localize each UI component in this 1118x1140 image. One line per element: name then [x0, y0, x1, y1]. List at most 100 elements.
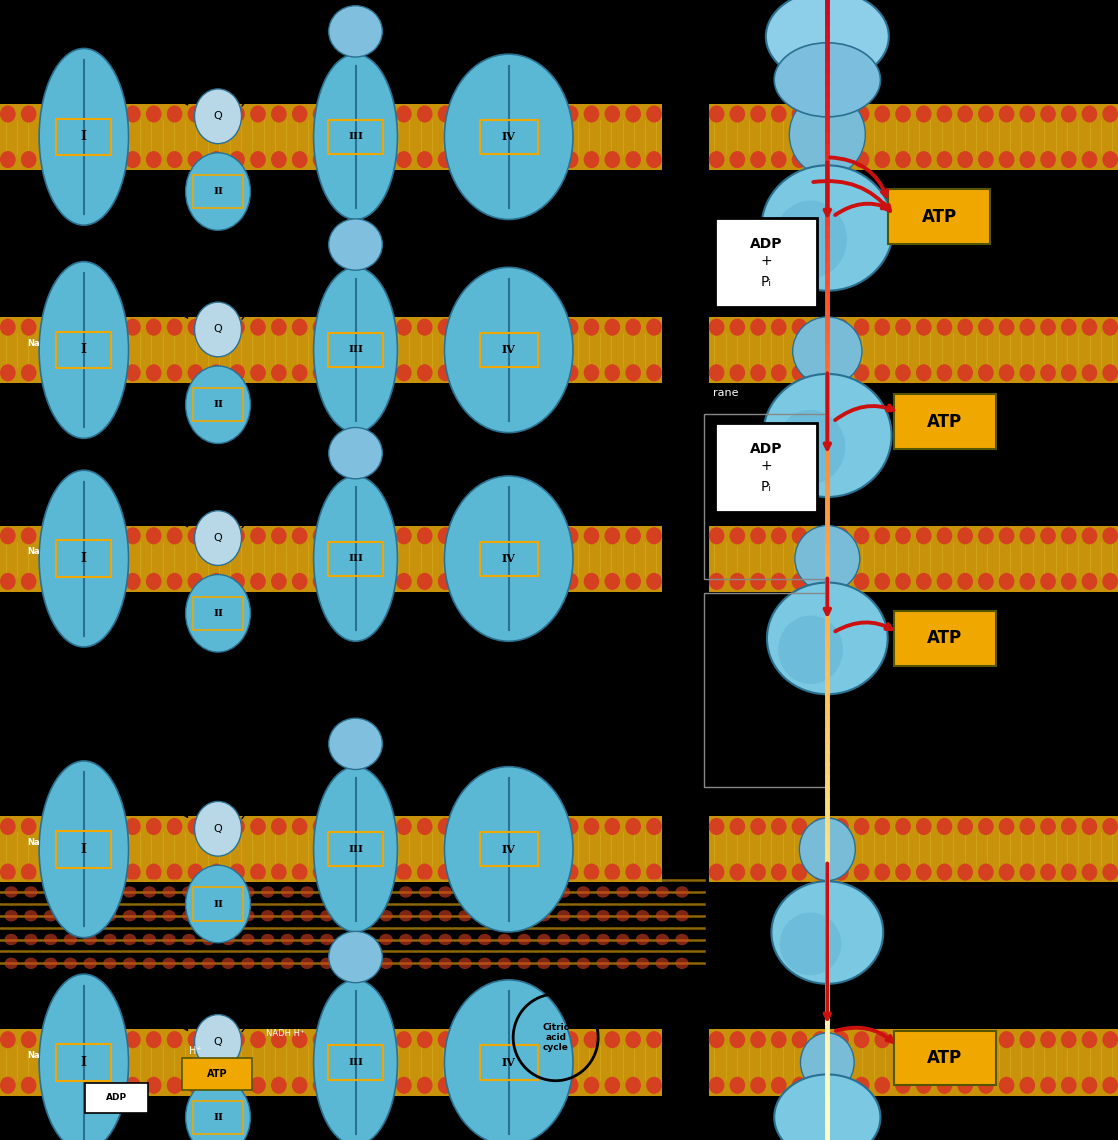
Ellipse shape — [208, 1031, 224, 1049]
Ellipse shape — [354, 106, 370, 123]
Ellipse shape — [458, 106, 474, 123]
Ellipse shape — [396, 365, 411, 381]
Ellipse shape — [1061, 319, 1077, 335]
Ellipse shape — [195, 302, 241, 357]
Ellipse shape — [417, 106, 433, 123]
Text: Na: Na — [27, 339, 40, 348]
Ellipse shape — [186, 366, 250, 443]
Ellipse shape — [320, 886, 333, 897]
Ellipse shape — [340, 958, 353, 969]
Ellipse shape — [39, 261, 129, 439]
Ellipse shape — [1081, 1076, 1097, 1094]
Ellipse shape — [0, 527, 16, 544]
Ellipse shape — [143, 886, 157, 897]
Ellipse shape — [146, 527, 162, 544]
Ellipse shape — [84, 864, 100, 880]
Ellipse shape — [208, 319, 224, 335]
Ellipse shape — [167, 819, 182, 834]
Ellipse shape — [41, 819, 57, 834]
Ellipse shape — [874, 819, 890, 834]
Ellipse shape — [1102, 572, 1118, 589]
Ellipse shape — [458, 1031, 474, 1049]
Ellipse shape — [518, 886, 531, 897]
Text: +: + — [760, 459, 771, 473]
Ellipse shape — [521, 1031, 537, 1049]
Ellipse shape — [771, 864, 787, 880]
Ellipse shape — [271, 572, 286, 589]
Ellipse shape — [208, 864, 224, 880]
Ellipse shape — [162, 958, 176, 969]
Ellipse shape — [896, 1031, 911, 1049]
Ellipse shape — [625, 864, 641, 880]
Ellipse shape — [937, 527, 953, 544]
Ellipse shape — [379, 934, 392, 945]
Text: Na: Na — [27, 547, 40, 556]
Ellipse shape — [292, 819, 307, 834]
Ellipse shape — [417, 572, 433, 589]
Ellipse shape — [750, 106, 766, 123]
Ellipse shape — [396, 152, 411, 168]
Ellipse shape — [271, 365, 286, 381]
Ellipse shape — [188, 527, 203, 544]
Ellipse shape — [376, 572, 391, 589]
Ellipse shape — [333, 527, 349, 544]
Ellipse shape — [84, 958, 97, 969]
Ellipse shape — [646, 106, 662, 123]
Ellipse shape — [562, 864, 578, 880]
Ellipse shape — [774, 42, 881, 116]
Ellipse shape — [616, 886, 629, 897]
Ellipse shape — [874, 1031, 890, 1049]
Ellipse shape — [438, 527, 454, 544]
Ellipse shape — [625, 152, 641, 168]
Ellipse shape — [146, 106, 162, 123]
Ellipse shape — [208, 572, 224, 589]
Bar — [709, 1029, 1118, 1096]
Ellipse shape — [21, 1031, 37, 1049]
Ellipse shape — [833, 152, 849, 168]
Ellipse shape — [41, 1076, 57, 1094]
Ellipse shape — [1102, 819, 1118, 834]
Ellipse shape — [813, 572, 828, 589]
Ellipse shape — [833, 365, 849, 381]
Ellipse shape — [646, 819, 662, 834]
Ellipse shape — [584, 365, 599, 381]
Ellipse shape — [444, 979, 574, 1140]
Ellipse shape — [498, 958, 511, 969]
Ellipse shape — [417, 819, 433, 834]
Text: ATP: ATP — [207, 1069, 227, 1078]
Ellipse shape — [1020, 319, 1035, 335]
Ellipse shape — [104, 819, 120, 834]
Ellipse shape — [916, 106, 931, 123]
Ellipse shape — [396, 106, 411, 123]
Ellipse shape — [250, 106, 266, 123]
Ellipse shape — [521, 152, 537, 168]
Ellipse shape — [271, 319, 286, 335]
Ellipse shape — [1081, 319, 1097, 335]
Ellipse shape — [438, 819, 454, 834]
Ellipse shape — [313, 54, 398, 219]
Ellipse shape — [41, 572, 57, 589]
Ellipse shape — [730, 864, 746, 880]
Ellipse shape — [333, 152, 349, 168]
Ellipse shape — [354, 864, 370, 880]
Ellipse shape — [167, 1076, 182, 1094]
Ellipse shape — [774, 201, 847, 278]
Ellipse shape — [399, 958, 413, 969]
Ellipse shape — [188, 365, 203, 381]
Ellipse shape — [778, 616, 843, 684]
Ellipse shape — [354, 319, 370, 335]
Ellipse shape — [354, 527, 370, 544]
Ellipse shape — [438, 106, 454, 123]
Ellipse shape — [709, 527, 724, 544]
Ellipse shape — [419, 934, 433, 945]
Ellipse shape — [937, 1031, 953, 1049]
Ellipse shape — [419, 910, 433, 921]
Ellipse shape — [271, 152, 286, 168]
Ellipse shape — [813, 819, 828, 834]
Ellipse shape — [625, 1031, 641, 1049]
Ellipse shape — [584, 1031, 599, 1049]
Ellipse shape — [84, 910, 97, 921]
Ellipse shape — [250, 319, 266, 335]
Ellipse shape — [616, 958, 629, 969]
Ellipse shape — [84, 152, 100, 168]
